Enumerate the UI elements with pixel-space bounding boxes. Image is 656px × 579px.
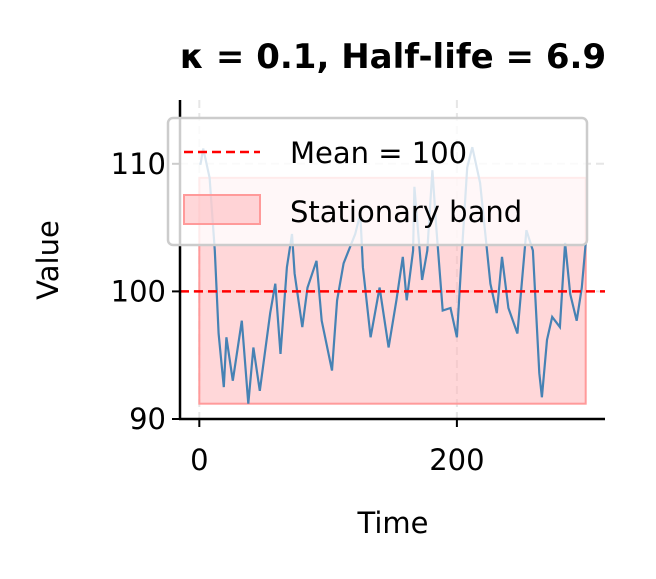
legend-mean-label: Mean = 100 [290, 136, 467, 170]
x-axis-label: Time [357, 506, 429, 540]
y-tick-label: 110 [111, 147, 166, 181]
legend: Mean = 100 Stationary band [166, 116, 589, 247]
chart-title: κ = 0.1, Half-life = 6.9 [180, 37, 606, 77]
x-tick-label: 200 [429, 443, 484, 477]
legend-box [166, 116, 589, 247]
y-tick-label: 90 [129, 402, 166, 436]
x-tick-label: 0 [190, 443, 208, 477]
legend-band-label: Stationary band [290, 195, 522, 229]
legend-band-swatch [183, 194, 261, 225]
y-tick-label: 100 [111, 274, 166, 308]
y-axis-label: Value [31, 220, 65, 300]
